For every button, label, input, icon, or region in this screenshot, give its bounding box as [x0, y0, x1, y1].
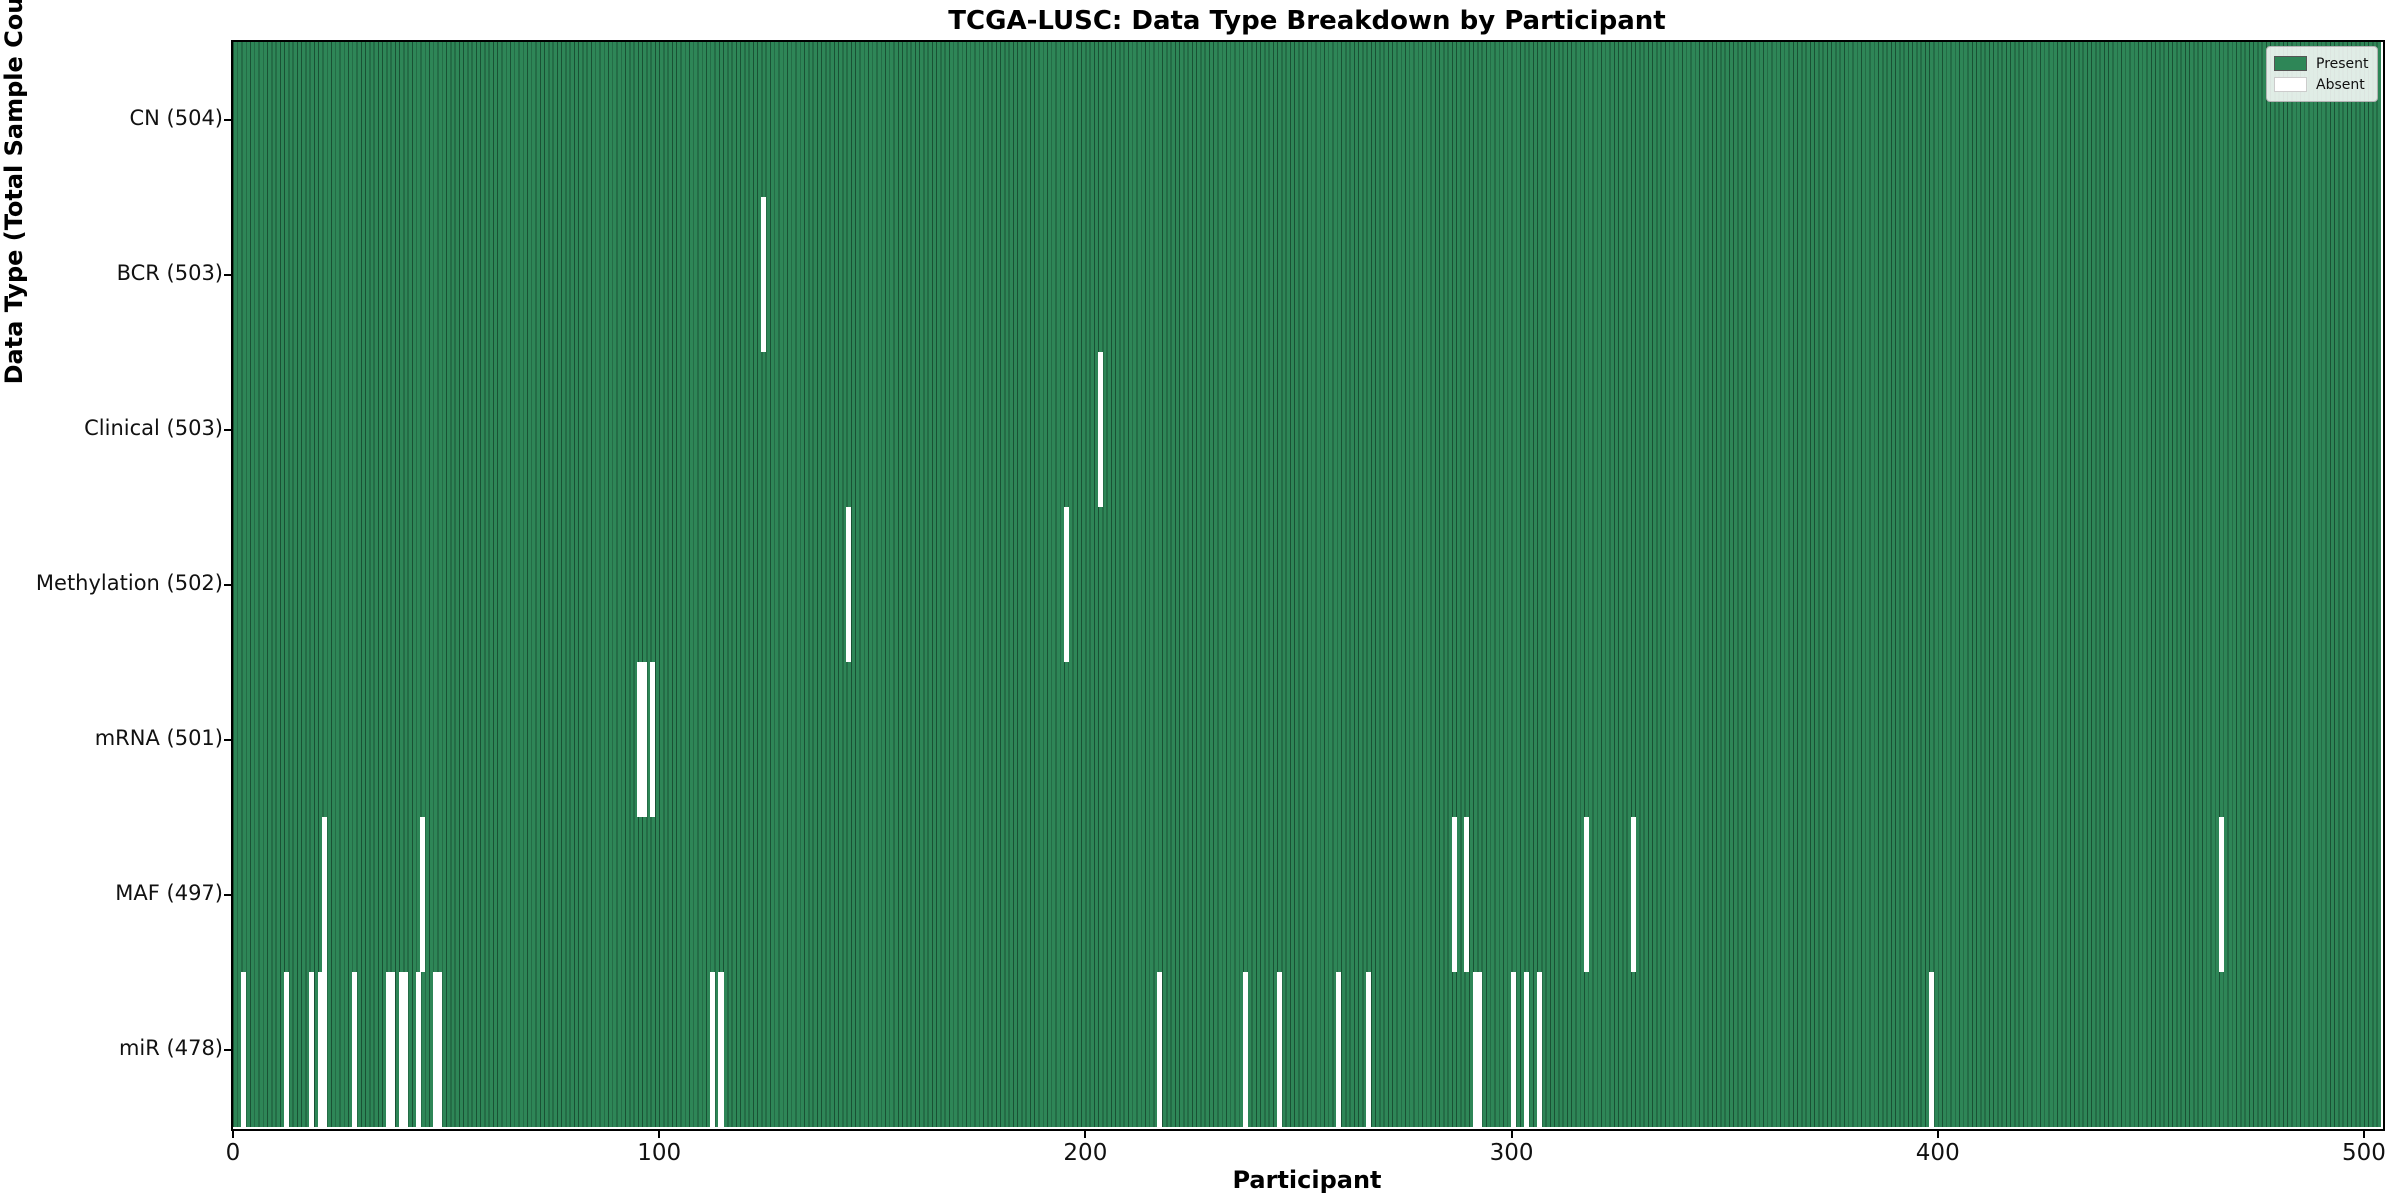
y-tick-mark: [224, 738, 233, 741]
legend-label-present: Present: [2316, 55, 2369, 72]
present-swatch-icon: [2274, 56, 2307, 71]
absent-gap: [386, 972, 392, 1127]
absent-gap: [650, 662, 656, 817]
absent-gap: [1097, 352, 1103, 507]
y-axis-title: Data Type (Total Sample Count): [0, 0, 28, 385]
absent-gap: [437, 972, 443, 1127]
y-tick-mark: [224, 273, 233, 276]
absent-gap: [309, 972, 315, 1127]
legend-label-absent: Absent: [2316, 76, 2365, 93]
absent-gap: [718, 972, 724, 1127]
plot-area: [233, 42, 2381, 1127]
absent-gap: [1451, 817, 1457, 972]
absent-gap: [1063, 507, 1069, 662]
x-tick-label: 300: [1489, 1140, 1534, 1166]
y-tick-label: Methylation (502): [35, 570, 223, 595]
absent-gap: [390, 972, 396, 1127]
absent-swatch-icon: [2274, 77, 2307, 92]
x-tick-label: 100: [637, 1140, 682, 1166]
y-tick-label: MAF (497): [115, 880, 223, 905]
absent-gap: [351, 972, 357, 1127]
absent-gap: [1336, 972, 1342, 1127]
absent-gap: [1366, 972, 1372, 1127]
legend-entry-absent: Absent: [2274, 74, 2369, 95]
absent-gap: [846, 507, 852, 662]
absent-gap: [398, 972, 404, 1127]
x-tick-mark: [2362, 1129, 2365, 1138]
x-tick-label: 200: [1063, 1140, 1108, 1166]
y-tick-mark: [224, 428, 233, 431]
x-tick-label: 400: [1915, 1140, 1960, 1166]
absent-gap: [1276, 972, 1282, 1127]
absent-gap: [1464, 817, 1470, 972]
heatmap-row-Methylation: [233, 507, 2381, 662]
y-tick-label: Clinical (503): [84, 415, 223, 440]
x-tick-mark: [658, 1129, 661, 1138]
heatmap-row-MAF: [233, 817, 2381, 972]
absent-gap: [761, 197, 767, 352]
absent-gap: [1157, 972, 1163, 1127]
x-tick-mark: [1084, 1129, 1087, 1138]
x-tick-mark: [232, 1129, 234, 1138]
absent-gap: [241, 972, 247, 1127]
heatmap-row-BCR: [233, 197, 2381, 352]
x-tick-label: 500: [2341, 1140, 2386, 1166]
legend-entry-present: Present: [2274, 53, 2369, 74]
y-tick-label: miR (478): [118, 1035, 223, 1060]
y-tick-mark: [224, 583, 233, 586]
heatmap-row-CN: [233, 42, 2381, 197]
absent-gap: [432, 972, 438, 1127]
x-axis-title: Participant: [1232, 1166, 1382, 1194]
y-tick-mark: [224, 1048, 233, 1051]
heatmap-row-miR: [233, 972, 2381, 1127]
absent-gap: [2218, 817, 2224, 972]
absent-gap: [1583, 817, 1589, 972]
heatmap-row-Clinical: [233, 352, 2381, 507]
chart-title: TCGA-LUSC: Data Type Breakdown by Partic…: [948, 6, 1666, 36]
absent-gap: [283, 972, 289, 1127]
absent-gap: [322, 817, 328, 972]
absent-gap: [1523, 972, 1529, 1127]
y-tick-label: CN (504): [129, 105, 223, 130]
absent-gap: [1630, 817, 1636, 972]
y-tick-label: BCR (503): [116, 260, 223, 285]
y-tick-mark: [224, 893, 233, 896]
absent-gap: [1477, 972, 1483, 1127]
y-tick-label: mRNA (501): [94, 725, 223, 750]
absent-gap: [709, 972, 715, 1127]
y-tick-mark: [224, 118, 233, 121]
x-tick-mark: [1936, 1129, 1939, 1138]
absent-gap: [317, 972, 323, 1127]
absent-gap: [1511, 972, 1517, 1127]
absent-gap: [1928, 972, 1934, 1127]
absent-gap: [403, 972, 409, 1127]
heatmap-row-mRNA: [233, 662, 2381, 817]
absent-gap: [637, 662, 643, 817]
absent-gap: [1536, 972, 1542, 1127]
absent-gap: [322, 972, 328, 1127]
absent-gap: [641, 662, 647, 817]
legend: Present Absent: [2266, 46, 2378, 102]
x-tick-mark: [1510, 1129, 1513, 1138]
absent-gap: [415, 972, 421, 1127]
x-tick-label: 0: [225, 1140, 241, 1166]
absent-gap: [1242, 972, 1248, 1127]
absent-gap: [420, 817, 426, 972]
absent-gap: [1472, 972, 1478, 1127]
